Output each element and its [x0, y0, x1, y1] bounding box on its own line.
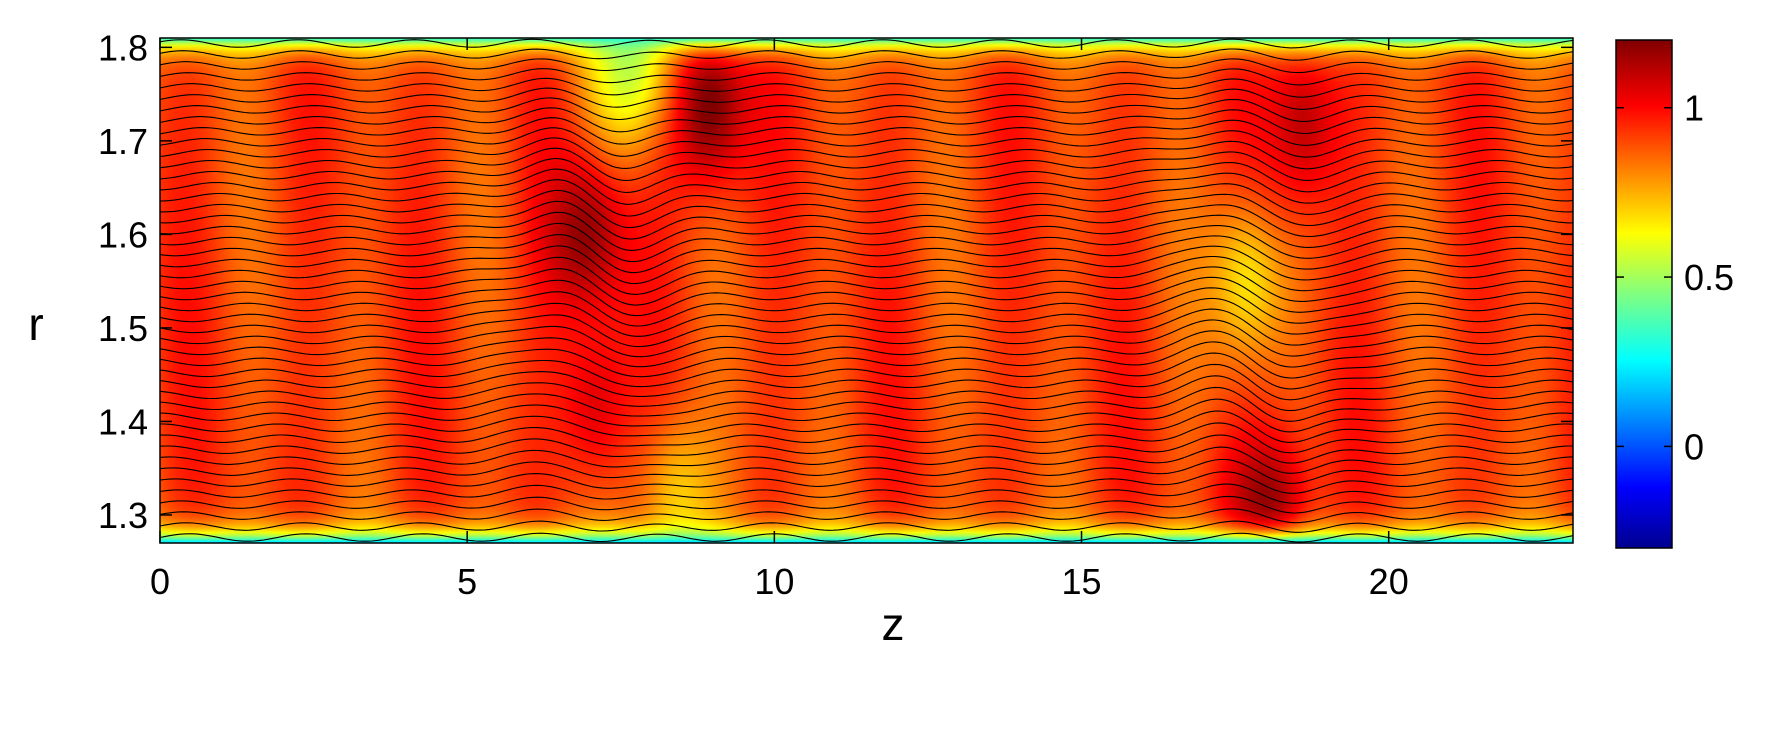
contour-line — [160, 471, 1573, 494]
contour-line — [160, 352, 1573, 390]
contour-line — [160, 157, 1573, 194]
heatmap-image — [160, 38, 1573, 543]
y-tick-label: 1.8 — [98, 27, 148, 68]
contour-line — [160, 117, 1573, 146]
y-axis-label: r — [28, 298, 43, 350]
contour-lines — [160, 38, 1573, 543]
contour-line — [160, 287, 1573, 327]
colorbar-ticks: 00.51 — [1616, 88, 1734, 467]
contour-line — [160, 386, 1573, 422]
colorbar-tick-label: 1 — [1684, 88, 1704, 129]
contour-line — [160, 58, 1573, 74]
contour-line — [160, 508, 1573, 524]
colorbar-tick-label: 0 — [1684, 426, 1704, 467]
contour-line — [160, 147, 1573, 182]
contour-line — [160, 255, 1573, 295]
contour-line — [160, 97, 1573, 122]
contour-line — [160, 48, 1573, 61]
contour-line — [160, 398, 1573, 433]
y-tick-label: 1.6 — [98, 214, 148, 255]
contour-line — [160, 276, 1573, 317]
contour-line — [160, 446, 1573, 474]
x-axis-label: z — [882, 598, 905, 650]
heatmap-plot — [159, 37, 1574, 544]
contour-line — [160, 234, 1573, 274]
contour-line — [160, 410, 1573, 443]
contour-line — [160, 297, 1573, 337]
contour-line — [160, 189, 1573, 229]
y-tick-label: 1.7 — [98, 121, 148, 162]
contour-line — [160, 77, 1573, 98]
contour-line — [160, 319, 1573, 358]
contour-line — [160, 532, 1573, 543]
contour-line — [160, 495, 1573, 514]
contour-line — [160, 245, 1573, 285]
colorbar-tick-label: 0.5 — [1684, 257, 1734, 298]
contour-line — [160, 363, 1573, 401]
x-tick-label: 10 — [754, 561, 794, 602]
colorbar-gradient — [1615, 39, 1673, 549]
contour-line — [160, 422, 1573, 454]
x-tick-label: 15 — [1061, 561, 1101, 602]
x-tick-label: 5 — [457, 561, 477, 602]
contour-line — [160, 341, 1573, 379]
contour-line — [160, 434, 1573, 464]
contour-line — [160, 68, 1573, 86]
y-axis: 1.3 1.4 1.5 1.6 1.7 1.8 — [98, 27, 1573, 536]
contour-line — [160, 330, 1573, 368]
contour-line — [160, 222, 1573, 263]
y-tick-label: 1.3 — [98, 495, 148, 536]
contour-line — [160, 266, 1573, 306]
plot-frame — [159, 37, 1574, 544]
contour-line — [160, 137, 1573, 170]
contour-line — [160, 107, 1573, 135]
contour-line — [160, 211, 1573, 251]
contour-line — [160, 38, 1573, 49]
contour-line — [160, 127, 1573, 158]
x-axis: 0 5 10 15 20 — [150, 38, 1409, 602]
contour-line — [160, 168, 1573, 205]
contour-line — [160, 200, 1573, 240]
colorbar: 00.51 — [1615, 39, 1734, 549]
y-tick-label: 1.5 — [98, 308, 148, 349]
contour-line — [160, 308, 1573, 348]
x-tick-label: 0 — [150, 561, 170, 602]
contour-line — [160, 483, 1573, 504]
x-tick-label: 20 — [1369, 561, 1409, 602]
contour-line — [160, 87, 1573, 110]
contour-line — [160, 179, 1573, 217]
contour-line — [160, 520, 1573, 533]
contour-line — [160, 375, 1573, 412]
contour-line — [160, 458, 1573, 484]
y-tick-label: 1.4 — [98, 401, 148, 442]
